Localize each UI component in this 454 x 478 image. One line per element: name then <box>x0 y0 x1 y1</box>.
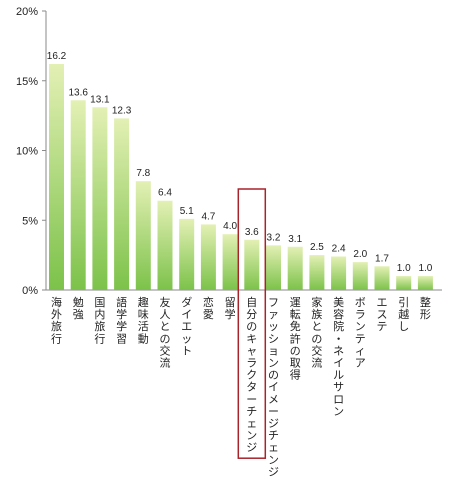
data-label: 1.0 <box>397 263 411 274</box>
bar <box>70 100 86 290</box>
category-label: 整形 <box>420 295 431 321</box>
bar <box>352 262 368 290</box>
highlight-layer <box>237 188 267 459</box>
y-tick-label: 20% <box>16 6 38 18</box>
bar <box>396 276 412 290</box>
category-label: 家族との交流 <box>311 295 322 370</box>
bar <box>374 266 390 290</box>
y-tick-label: 5% <box>22 215 38 227</box>
highlight-box <box>237 188 267 459</box>
data-label: 16.2 <box>47 51 67 62</box>
data-label: 4.0 <box>223 221 237 232</box>
data-label: 3.6 <box>245 227 259 238</box>
category-label: 恋愛 <box>203 295 214 321</box>
category-label: 勉強 <box>73 295 84 321</box>
data-label: 2.4 <box>332 244 346 255</box>
category-label: 友人との交流 <box>160 295 171 370</box>
data-label: 2.0 <box>353 249 367 260</box>
data-label: 3.1 <box>288 234 302 245</box>
bar <box>244 239 260 290</box>
category-label: 美容院・ネイルサロン <box>333 296 344 418</box>
bar <box>135 181 151 290</box>
category-labels: 海外旅行勉強国内旅行語学学習趣味活動友人との交流ダイエット恋愛留学自分のキャラク… <box>51 295 431 478</box>
y-axis: 0% 5% 10% 15% 20% <box>16 6 442 297</box>
y-tick-label: 0% <box>22 285 38 297</box>
category-label: 引越し <box>398 295 409 333</box>
data-label: 7.8 <box>136 168 150 179</box>
category-label: ファッションのイメージチェンジ <box>268 296 279 478</box>
data-label: 13.1 <box>90 94 110 105</box>
category-label: 国内旅行 <box>94 296 105 345</box>
y-tick-label: 10% <box>16 146 38 158</box>
bar <box>417 276 433 290</box>
data-label: 2.5 <box>310 242 324 253</box>
category-label: ボランティア <box>355 296 366 370</box>
category-label: 語学学習 <box>116 295 127 345</box>
data-label: 1.7 <box>375 253 389 264</box>
bar <box>287 246 303 290</box>
bar <box>157 200 173 290</box>
bar <box>266 245 281 290</box>
bar <box>179 218 195 290</box>
bar <box>331 256 347 290</box>
data-label: 5.1 <box>180 206 194 217</box>
bar <box>200 224 216 290</box>
category-label: 趣味活動 <box>138 295 149 345</box>
category-label: 留学 <box>225 296 236 321</box>
bars <box>49 64 433 290</box>
data-label: 12.3 <box>112 105 132 116</box>
data-label: 1.0 <box>418 263 432 274</box>
data-labels: 16.2 13.613.112.3 7.8 6.4 5.1 4.7 4.0 3.6 3.2 3.1… <box>47 51 433 274</box>
data-label: 3.2 <box>267 232 281 243</box>
bar <box>114 118 130 290</box>
data-label: 6.4 <box>158 188 172 199</box>
bar <box>222 234 238 290</box>
data-label: 4.7 <box>201 211 215 222</box>
category-label: 運転免許の取得 <box>290 296 301 382</box>
data-label: 13.6 <box>68 87 88 98</box>
category-label: 海外旅行 <box>51 295 62 345</box>
bar <box>309 255 325 290</box>
category-label: ダイエット <box>181 295 192 357</box>
bar <box>49 64 64 290</box>
category-label: エステ <box>377 296 388 333</box>
bar <box>92 107 108 290</box>
y-tick-label: 15% <box>16 76 38 88</box>
category-label: 自分のキャラクターチェンジ <box>246 296 257 454</box>
